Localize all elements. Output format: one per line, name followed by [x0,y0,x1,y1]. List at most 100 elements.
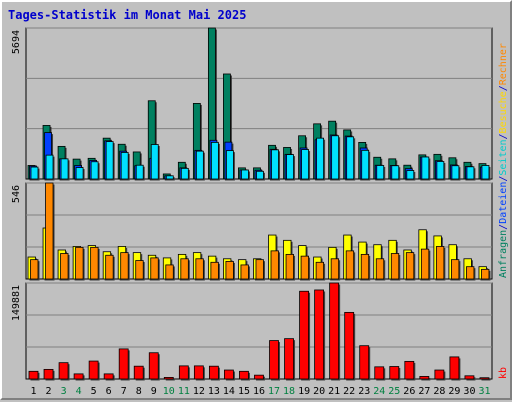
sites-bar [150,257,159,280]
pages-bar [421,156,430,180]
pages-bar [105,141,114,180]
sites-bar [90,246,99,280]
legend-bottom: kb [498,367,509,379]
kbytes-bar [404,360,415,380]
day-label: 23 [358,386,370,397]
kbytes-bar [269,340,279,380]
kbytes-bar [118,348,129,380]
legend-bottom-part: kb [498,367,509,379]
pages-bar [60,158,69,180]
day-label: 17 [268,386,280,397]
kbytes-bar [208,365,219,380]
sites-bar [255,259,264,280]
kbytes-bar [133,365,144,380]
legend-top: Anfragen/Dateien/Seiten/Besuche/Rechner [498,43,509,278]
sites-bar [60,253,69,280]
kbytes-bar [329,282,340,380]
day-label: 2 [46,386,52,397]
sites-bar [315,261,325,280]
sites-bar [105,254,114,280]
pages-bar [466,166,475,180]
day-label: 12 [193,386,205,397]
kbytes-bar [224,369,234,380]
day-label: 1 [31,386,37,397]
kbytes-bar [344,311,355,380]
day-label: 6 [106,386,112,397]
legend-top-part: / [498,176,509,182]
day-label: 3 [61,386,67,397]
kbytes-bar [58,362,69,380]
sites-bar [240,264,249,280]
sites-bar [165,264,174,280]
kbytes-bar [28,370,39,380]
kbytes-bar [88,360,99,380]
sites-bar [390,253,400,280]
pages-bar [120,152,129,180]
kbytes-bar [359,345,370,380]
day-label: 30 [463,386,475,397]
pages-bar [301,149,309,180]
day-label: 22 [343,386,355,397]
legend-top-part: Seiten [498,139,509,175]
kbytes-bar [254,374,264,380]
sites-bar [270,250,279,280]
sites-bar [45,182,54,280]
day-label: 16 [253,386,265,397]
sites-bar [30,259,39,280]
pages-bar [376,165,385,180]
pages-bar [451,165,460,180]
pages-bar [226,150,234,180]
day-label: 13 [208,386,220,397]
day-label: 15 [238,386,250,397]
sites-bar [375,258,385,280]
sites-bar [135,260,144,280]
day-label: 5 [91,386,97,397]
day-label: 18 [283,386,295,397]
sites-bar [420,248,430,280]
sites-bar [195,258,204,280]
day-label: 24 [373,386,385,397]
sites-bar [75,246,84,280]
kbytes-bar [178,365,189,380]
day-label: 27 [418,386,430,397]
pages-bar [361,149,370,180]
kbytes-bar [43,368,54,380]
sites-bar [120,252,129,280]
kbytes-bar [73,373,84,380]
day-label: 28 [433,386,445,397]
kbytes-bar [434,369,445,380]
kbytes-bar [374,366,385,380]
day-label: 29 [448,386,460,397]
day-label: 10 [163,386,175,397]
pages-bar [271,149,279,180]
kbytes-bar [479,377,490,380]
kbytes-bar [419,376,430,380]
kbytes-bar [314,289,325,380]
legend-top-part: / [498,85,509,91]
sites-bar [285,253,294,280]
kbytes-bar-shadow [481,379,491,381]
kbytes-bar [449,356,460,380]
sites-bar [210,261,219,280]
pages-bar [135,164,144,180]
sites-bar [435,246,445,280]
panel-3-max-label: 149881 [11,285,22,321]
pages-bar [406,170,415,180]
pages-bar [316,137,325,180]
pages-bar [210,142,219,180]
pages-bar [195,150,204,180]
sites-bar [481,268,490,280]
sites-bar [405,252,415,280]
legend-top-part: Anfragen [498,230,509,278]
pages-bar [241,169,249,180]
day-label: 14 [223,386,235,397]
pages-bar [286,154,294,180]
pages-bar [90,161,99,180]
day-label: 21 [328,386,340,397]
pages-bar [481,165,490,180]
kbytes-bar [103,373,114,380]
kbytes-bar [284,338,294,380]
legend-top-part: Dateien [498,182,509,224]
day-label: 9 [151,386,157,397]
